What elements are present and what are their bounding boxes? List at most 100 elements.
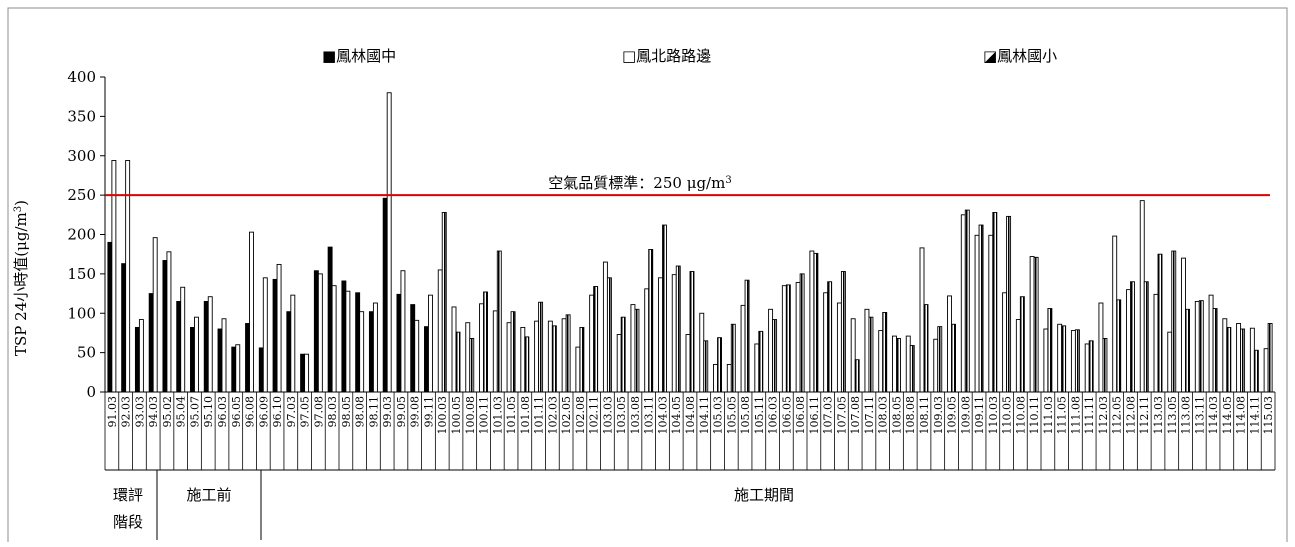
- x-tick-label: 105.08: [739, 396, 752, 435]
- bar-fengbei-roadside: [1167, 331, 1173, 393]
- bar-fenglin-junior-high: [300, 353, 306, 393]
- x-tick-label: 95.02: [161, 396, 174, 428]
- bar-fengbei-roadside: [947, 295, 952, 393]
- x-tick-label: 100.08: [464, 396, 477, 435]
- x-tick-label: 112.03: [1097, 396, 1110, 435]
- x-tick-label: 105.03: [712, 396, 725, 435]
- bar-fengbei-roadside: [974, 234, 980, 393]
- x-tick-label: 104.11: [698, 396, 711, 435]
- bar-fenglin-elementary: [524, 336, 530, 393]
- bar-fenglin-elementary: [620, 316, 626, 393]
- bar-fenglin-elementary: [1267, 323, 1273, 393]
- bar-fenglin-junior-high: [424, 326, 429, 393]
- x-tick-label: 106.11: [808, 396, 821, 435]
- bar-fenglin-junior-high: [231, 346, 237, 393]
- bar-fengbei-roadside: [630, 304, 636, 393]
- bar-fenglin-elementary: [441, 211, 447, 393]
- x-tick-label: 103.03: [601, 396, 614, 435]
- bar-fengbei-roadside: [1222, 318, 1228, 393]
- bar-fenglin-elementary: [1171, 250, 1177, 393]
- bar-fengbei-roadside: [359, 311, 365, 393]
- x-tick-label: 94.03: [147, 396, 160, 428]
- bar-fenglin-elementary: [882, 312, 888, 393]
- standard-unit-superscript: 3: [725, 175, 731, 186]
- bar-fengbei-roadside: [589, 294, 595, 393]
- x-tick-label: 108.03: [877, 396, 890, 435]
- y-tick-label: 300: [67, 147, 96, 165]
- x-tick-label: 98.05: [340, 396, 353, 428]
- bar-fengbei-roadside: [1015, 319, 1021, 393]
- bar-fenglin-elementary: [483, 291, 488, 393]
- bar-fengbei-roadside: [221, 318, 227, 393]
- bar-fenglin-elementary: [964, 209, 970, 393]
- bar-fengbei-roadside: [1236, 323, 1242, 393]
- bar-fenglin-junior-high: [355, 292, 361, 393]
- bar-fenglin-junior-high: [410, 304, 416, 393]
- x-tick-label: 98.03: [326, 396, 339, 428]
- bar-fengbei-roadside: [658, 277, 663, 393]
- bar-fenglin-elementary: [606, 277, 612, 393]
- phase-label-env-line2: 階段: [113, 513, 143, 531]
- bar-fenglin-elementary: [813, 252, 819, 393]
- bar-fengbei-roadside: [437, 269, 443, 393]
- x-tick-label: 102.11: [588, 396, 601, 435]
- x-tick-label: 101.03: [491, 396, 504, 435]
- legend: ■鳳林國中 □鳳北路路邊 ◪鳳林國小: [322, 47, 1057, 65]
- bar-fenglin-elementary: [565, 314, 571, 393]
- x-tick-label: 97.03: [285, 396, 298, 428]
- x-tick-label: 99.08: [409, 396, 422, 428]
- x-tick-label: 103.11: [643, 396, 656, 435]
- bar-fenglin-elementary: [854, 359, 860, 393]
- bar-fenglin-elementary: [978, 224, 984, 393]
- x-tick-label: 93.03: [133, 396, 146, 428]
- x-tick-label: 111.05: [1056, 396, 1069, 435]
- bar-fenglin-elementary: [1226, 326, 1232, 393]
- bar-fenglin-junior-high: [327, 246, 333, 393]
- bar-fengbei-roadside: [960, 214, 966, 393]
- bar-fenglin-elementary: [758, 330, 764, 393]
- x-tick-label: 97.08: [312, 396, 325, 428]
- x-tick-label: 112.08: [1124, 396, 1137, 435]
- bar-fengbei-roadside: [166, 251, 172, 393]
- x-tick-label: 100.05: [450, 396, 463, 435]
- bar-fenglin-junior-high: [341, 280, 347, 393]
- phase-label-construction: 施工期間: [734, 486, 794, 504]
- bar-fengbei-roadside: [878, 330, 884, 393]
- bar-fenglin-junior-high: [272, 278, 278, 393]
- bar-fenglin-junior-high: [258, 347, 264, 393]
- bar-fengbei-roadside: [479, 303, 484, 393]
- bar-fenglin-elementary: [1074, 329, 1080, 393]
- x-tick-label: 110.03: [987, 396, 1000, 435]
- x-tick-label: 96.08: [244, 396, 257, 428]
- bar-fengbei-roadside: [892, 335, 897, 393]
- y-axis-title-superscript: 3: [13, 206, 24, 212]
- x-tick-label: 97.05: [299, 396, 312, 428]
- bar-fengbei-roadside: [386, 92, 392, 393]
- y-tick-label: 100: [67, 304, 96, 322]
- bar-fenglin-elementary: [675, 265, 681, 393]
- x-tick-label: 99.05: [395, 396, 408, 428]
- bar-fenglin-elementary: [1198, 300, 1204, 393]
- bar-fenglin-elementary: [827, 281, 833, 393]
- x-tick-label: 95.04: [175, 396, 188, 428]
- bar-fengbei-roadside: [823, 292, 829, 393]
- y-tick-label: 350: [67, 107, 96, 125]
- y-axis: 0 50 100 150 200 250 300 350 400: [67, 68, 105, 401]
- bar-fenglin-elementary: [1061, 325, 1067, 393]
- bar-fenglin-elementary: [593, 286, 599, 393]
- bar-fenglin-elementary: [538, 301, 544, 393]
- x-tick-label: 110.05: [1001, 396, 1014, 435]
- bar-fengbei-roadside: [304, 353, 310, 393]
- x-tick-label: 113.05: [1166, 396, 1179, 435]
- bar-fenglin-elementary: [469, 338, 475, 393]
- bar-fenglin-junior-high: [286, 311, 292, 393]
- bar-fenglin-elementary: [689, 271, 695, 393]
- x-tick-label: 107.11: [863, 396, 876, 435]
- x-tick-label: 101.05: [505, 396, 518, 435]
- bar-fenglin-junior-high: [217, 328, 223, 393]
- x-tick-label: 107.03: [822, 396, 835, 435]
- bar-fenglin-elementary: [703, 340, 709, 393]
- bar-fengbei-roadside: [1139, 200, 1145, 393]
- air-quality-standard-label: 空氣品質標準：250 μg/m3: [548, 174, 731, 192]
